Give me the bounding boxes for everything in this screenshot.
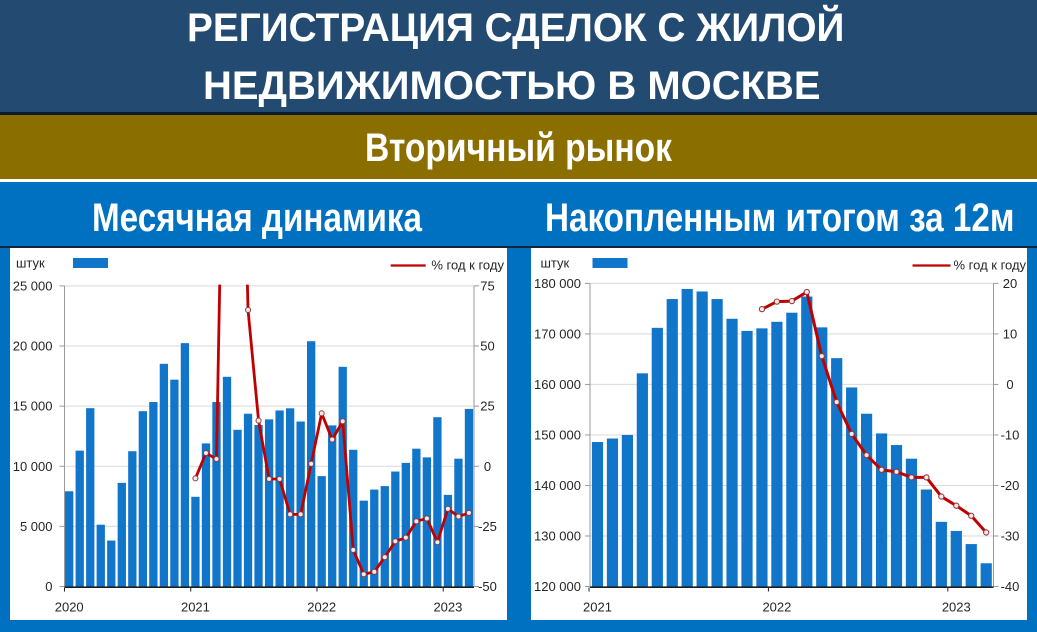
svg-text:штук: штук	[540, 256, 569, 271]
svg-text:10: 10	[1002, 326, 1016, 341]
svg-text:% год к году: % год к году	[431, 258, 504, 273]
svg-text:-10: -10	[1000, 427, 1019, 442]
svg-text:2020: 2020	[55, 600, 84, 615]
svg-text:25 000: 25 000	[13, 278, 53, 293]
svg-text:50: 50	[480, 339, 494, 354]
svg-text:170 000: 170 000	[534, 326, 581, 341]
svg-text:120 000: 120 000	[534, 579, 581, 594]
svg-text:75: 75	[480, 278, 494, 293]
svg-text:25: 25	[480, 399, 494, 414]
svg-text:130 000: 130 000	[534, 528, 581, 543]
svg-text:5 000: 5 000	[20, 519, 53, 534]
svg-text:% год к году: % год к году	[953, 258, 1026, 273]
svg-text:2023: 2023	[433, 600, 462, 615]
svg-text:180 000: 180 000	[534, 276, 581, 291]
svg-text:штук: штук	[16, 256, 45, 271]
svg-text:0: 0	[45, 579, 52, 594]
svg-text:2022: 2022	[307, 600, 336, 615]
svg-text:140 000: 140 000	[534, 478, 581, 493]
svg-text:20 000: 20 000	[13, 339, 53, 354]
svg-text:0: 0	[484, 459, 491, 474]
svg-text:2023: 2023	[941, 600, 970, 615]
svg-text:2021: 2021	[583, 600, 612, 615]
svg-text:160 000: 160 000	[534, 377, 581, 392]
svg-text:2022: 2022	[762, 600, 791, 615]
svg-text:15 000: 15 000	[13, 399, 53, 414]
svg-text:-20: -20	[1000, 478, 1019, 493]
svg-text:10 000: 10 000	[13, 459, 53, 474]
svg-text:-30: -30	[1000, 528, 1019, 543]
svg-text:-50: -50	[478, 579, 497, 594]
svg-text:150 000: 150 000	[534, 427, 581, 442]
svg-text:-40: -40	[1000, 579, 1019, 594]
svg-text:20: 20	[1002, 276, 1016, 291]
svg-text:-25: -25	[478, 519, 497, 534]
svg-text:0: 0	[1006, 377, 1013, 392]
svg-text:2021: 2021	[181, 600, 210, 615]
